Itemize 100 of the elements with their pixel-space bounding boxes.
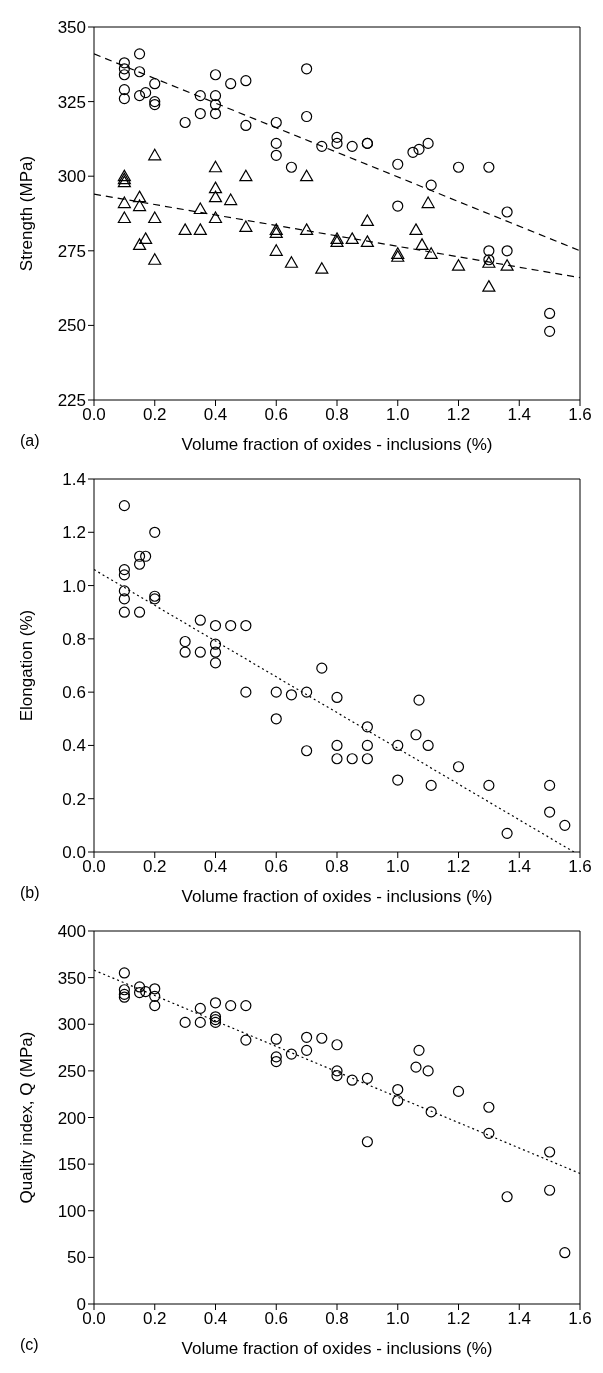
point: [270, 116, 282, 129]
point: [316, 140, 328, 152]
x-tick-label: 0.4: [203, 1309, 228, 1329]
point: [194, 1002, 206, 1014]
point: [301, 110, 313, 123]
y-tick-label: 0.4: [62, 736, 86, 756]
point: [413, 694, 425, 706]
x-tick-label: 1.0: [385, 857, 410, 877]
point: [239, 220, 253, 233]
x-tick-label: 1.6: [568, 405, 592, 425]
point: [331, 739, 343, 752]
point: [194, 107, 206, 120]
x-tick-label: 0.0: [82, 857, 106, 877]
point: [194, 90, 206, 102]
point: [346, 140, 358, 152]
point: [225, 1000, 237, 1012]
y-tick-label: 0.2: [62, 789, 86, 809]
y-tick-label: 0.6: [62, 683, 86, 703]
point: [559, 1247, 571, 1259]
point: [425, 179, 437, 191]
point: [178, 223, 192, 236]
x-tick-label: 1.2: [446, 1309, 471, 1329]
point: [392, 1095, 404, 1107]
point: [316, 662, 328, 674]
point: [421, 196, 435, 209]
x-axis-title: Volume fraction of oxides - inclusions (%): [181, 887, 493, 906]
point: [194, 614, 206, 626]
x-tick-label: 0.2: [142, 1309, 167, 1329]
y-tick-label: 400: [57, 922, 86, 942]
x-tick-label: 0.8: [325, 857, 349, 877]
x-tick-label: 1.0: [385, 1309, 410, 1329]
point: [501, 245, 513, 257]
point: [133, 986, 146, 999]
point: [346, 753, 358, 765]
point: [422, 1065, 434, 1077]
y-tick-label: 150: [57, 1155, 86, 1175]
point: [179, 635, 191, 648]
point: [140, 550, 152, 562]
point: [413, 143, 425, 155]
y-tick-label: 200: [57, 1108, 86, 1128]
point: [452, 161, 465, 173]
y-tick-label: 300: [57, 1015, 86, 1035]
y-axis-title: Elongation (%): [17, 609, 37, 722]
point: [209, 107, 222, 120]
point: [133, 48, 146, 60]
point: [361, 721, 373, 733]
point: [482, 280, 496, 292]
point: [118, 500, 130, 512]
point: [301, 63, 313, 75]
point: [209, 98, 222, 111]
point: [285, 689, 298, 701]
point: [208, 211, 223, 224]
point: [407, 146, 419, 158]
point: [209, 619, 222, 632]
point: [360, 214, 374, 227]
point: [331, 1065, 343, 1077]
point: [285, 161, 298, 173]
point: [422, 137, 434, 149]
x-tick-label: 0.4: [203, 857, 228, 877]
point: [208, 181, 223, 194]
point: [133, 606, 146, 618]
point: [483, 245, 495, 257]
point: [240, 119, 252, 132]
point: [346, 1074, 358, 1086]
point: [133, 550, 146, 562]
point: [392, 739, 404, 752]
point: [270, 137, 282, 149]
point: [270, 713, 282, 725]
point: [149, 1000, 161, 1012]
x-tick-label: 1.6: [568, 1309, 592, 1329]
point: [300, 223, 314, 236]
point: [149, 990, 161, 1002]
point: [409, 223, 423, 236]
point: [331, 137, 343, 149]
point: [316, 1032, 328, 1044]
point: [544, 806, 556, 818]
point: [118, 84, 130, 96]
point: [425, 779, 437, 791]
text: (a): [20, 432, 40, 450]
point: [270, 1033, 282, 1045]
point: [544, 1146, 556, 1158]
point: [194, 1016, 206, 1028]
point: [361, 753, 373, 765]
point: [118, 57, 130, 69]
point: [240, 1034, 252, 1046]
y-tick-label: 100: [57, 1201, 86, 1221]
point: [331, 1069, 343, 1082]
y-tick-label: 350: [57, 18, 86, 38]
point: [301, 1031, 313, 1043]
point: [132, 238, 147, 250]
point: [240, 686, 252, 698]
point: [225, 78, 237, 90]
x-tick-label: 1.0: [385, 405, 410, 425]
point: [422, 739, 434, 752]
point: [345, 232, 359, 244]
point: [425, 1106, 437, 1118]
point: [117, 196, 131, 209]
point: [410, 729, 422, 741]
point: [193, 223, 207, 236]
point: [483, 161, 495, 173]
